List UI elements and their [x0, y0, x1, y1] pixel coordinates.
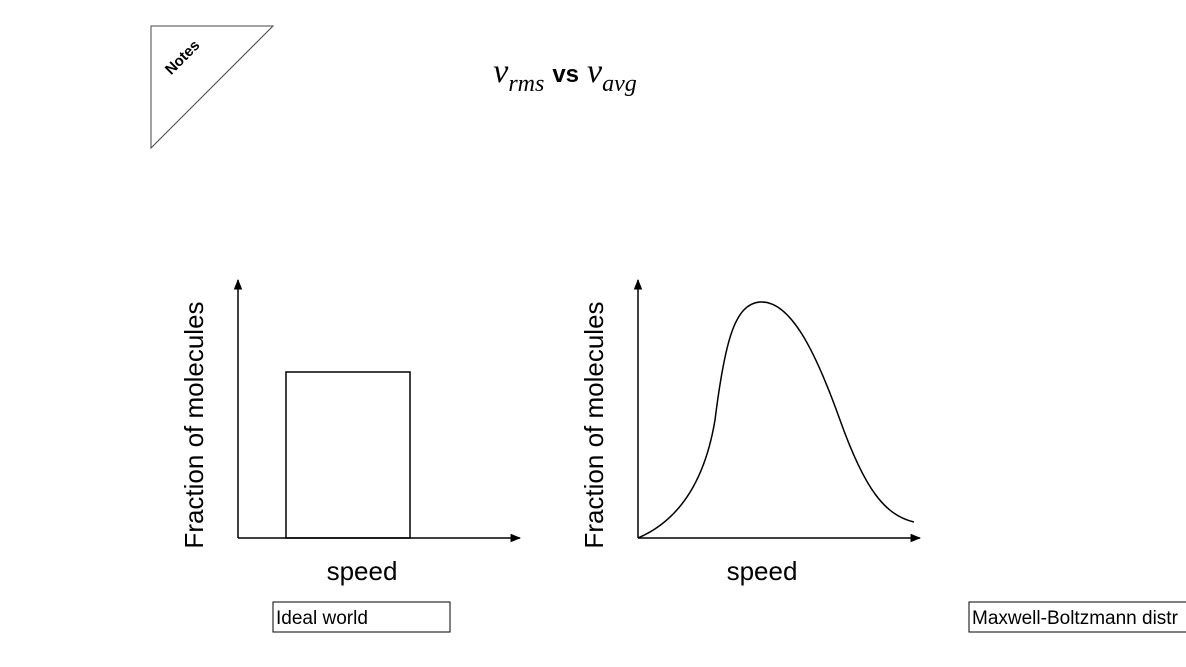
caption-box — [968, 601, 1186, 633]
y-axis-label: Fraction of molecules — [179, 301, 209, 548]
caption-box — [272, 601, 451, 633]
caption: Ideal world — [276, 608, 368, 629]
caption-group: Maxwell-Boltzmann distr — [968, 601, 1186, 633]
y-axis-label: Fraction of molecules — [579, 301, 609, 548]
title-connector: vs — [552, 61, 579, 88]
title-symbol: v — [493, 53, 509, 90]
caption: Maxwell-Boltzmann distr — [972, 608, 1179, 629]
notes-tab[interactable] — [150, 25, 275, 150]
title-subscript: rms — [508, 71, 544, 97]
uniform-distribution — [285, 371, 411, 539]
x-axis-label: speed — [727, 556, 798, 586]
distribution-curve — [637, 301, 915, 539]
title-symbol: v — [587, 53, 603, 90]
x-axis-label: speed — [327, 556, 398, 586]
title-subscript: avg — [602, 71, 637, 97]
title: vrms vs vavg — [493, 53, 637, 97]
